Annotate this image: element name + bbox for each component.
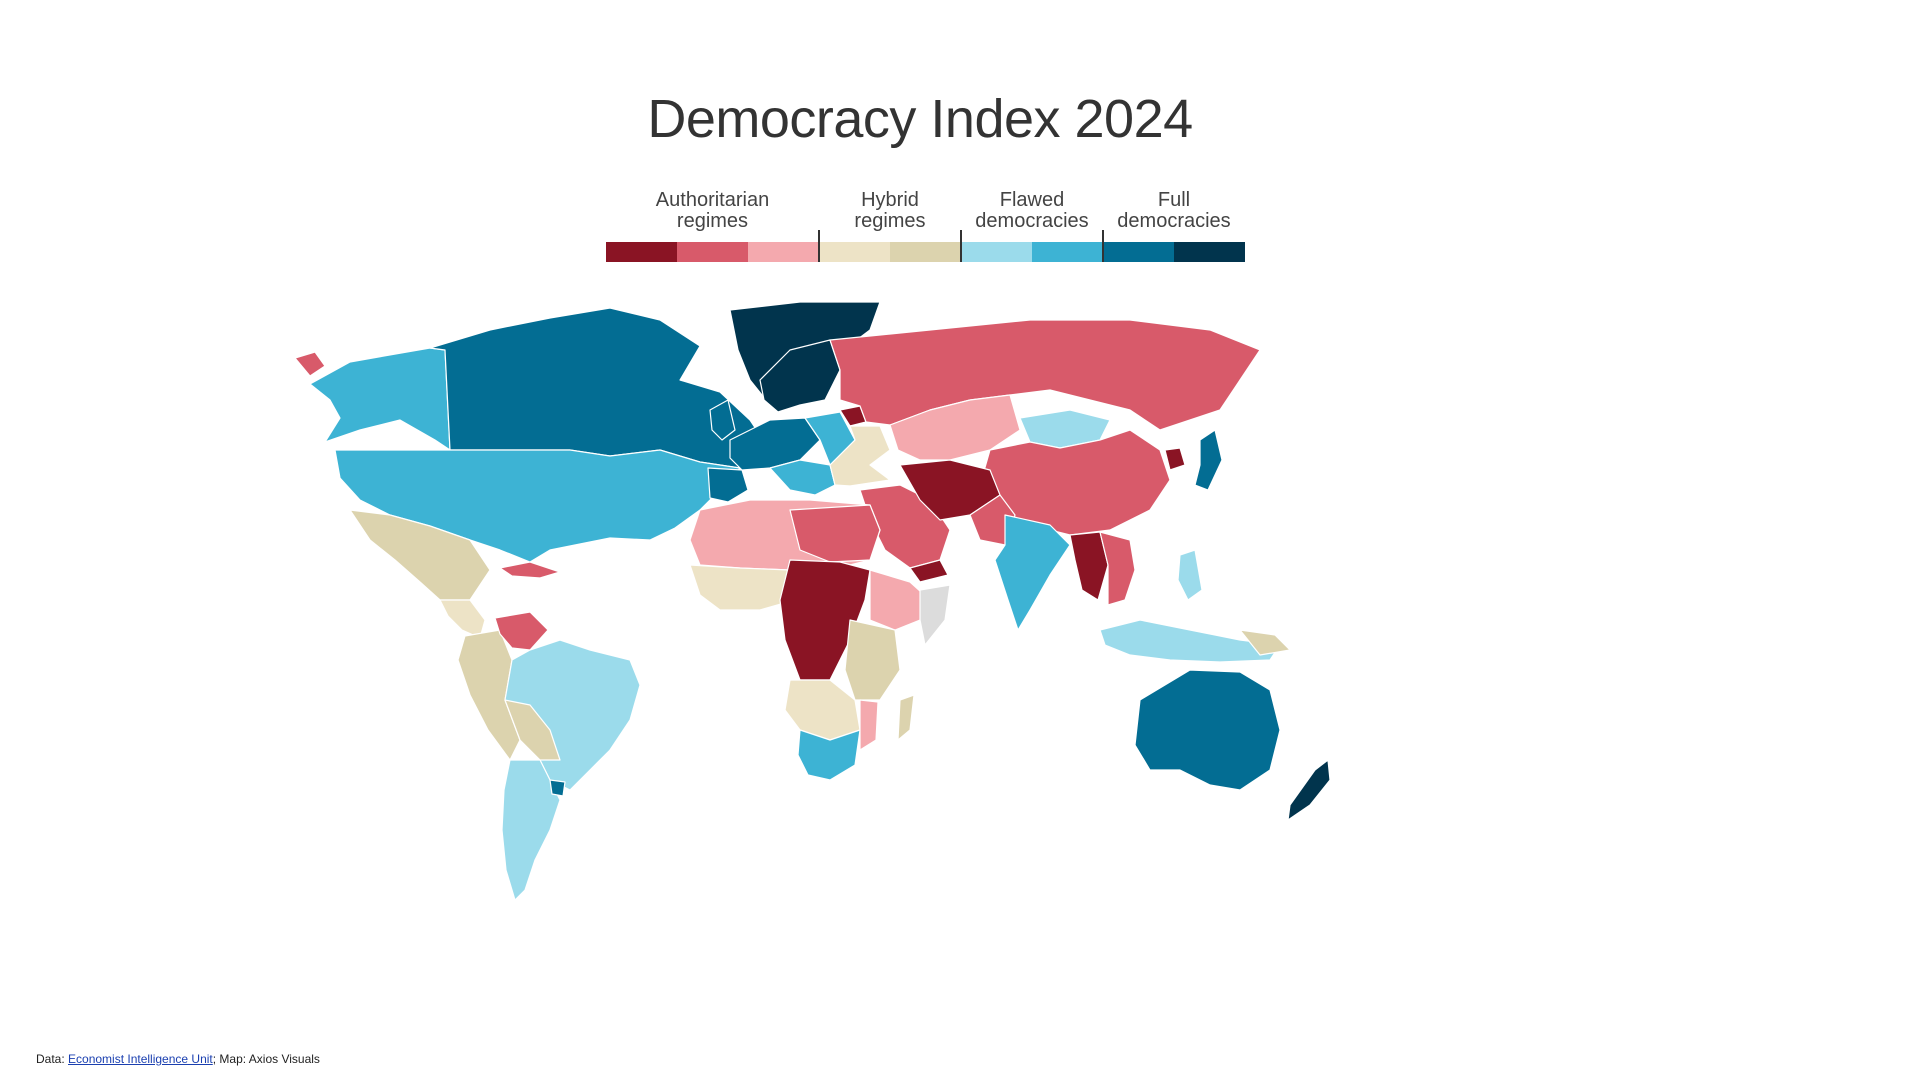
legend-group-full: Full democracies	[1103, 190, 1245, 262]
legend-swatch	[677, 242, 748, 262]
region-australia	[1134, 669, 1281, 791]
legend-group-authoritarian: Authoritarian regimes	[606, 190, 819, 262]
region-somalia	[919, 584, 951, 646]
map-title: Democracy Index 2024	[647, 89, 1193, 149]
region-png	[1239, 629, 1291, 656]
legend-group-flawed: Flawed democracies	[961, 190, 1103, 262]
region-india	[994, 514, 1071, 631]
region-nordics	[759, 339, 841, 413]
region-central-asia	[889, 394, 1021, 461]
region-russia	[829, 319, 1261, 431]
region-philippines	[1177, 549, 1203, 601]
legend-swatch	[1174, 242, 1245, 262]
region-north-korea	[1164, 447, 1186, 471]
region-new-zealand	[1287, 759, 1331, 821]
legend-label-full: Full democracies	[1117, 189, 1231, 232]
region-canada	[429, 307, 771, 469]
region-ukraine-turkey	[829, 425, 891, 487]
region-libya-egypt	[789, 504, 881, 563]
legend-swatch	[819, 242, 890, 262]
legend-swatch	[961, 242, 1032, 262]
region-east-africa	[844, 619, 901, 701]
legend-swatch	[606, 242, 677, 262]
map-legend: Authoritarian regimes Hybrid regimes Fla…	[606, 190, 1245, 262]
region-chukotka	[294, 351, 326, 377]
region-southern-africa	[784, 679, 861, 741]
legend-label-flawed: Flawed democracies	[975, 189, 1089, 232]
legend-swatch	[890, 242, 961, 262]
region-indochina	[1099, 531, 1136, 606]
source-link[interactable]: Economist Intelligence Unit	[68, 1052, 213, 1066]
legend-divider	[960, 230, 962, 262]
legend-divider	[1102, 230, 1104, 262]
region-andes	[457, 629, 521, 761]
legend-swatch	[1032, 242, 1103, 262]
world-map	[294, 301, 1331, 901]
region-central-africa	[779, 559, 871, 681]
legend-divider	[818, 230, 820, 262]
region-se-asia	[1099, 619, 1281, 663]
region-uk	[709, 399, 736, 441]
legend-swatch	[748, 242, 819, 262]
region-southern-cone	[501, 759, 561, 901]
legend-label-authoritarian: Authoritarian regimes	[655, 189, 770, 232]
region-west-africa	[689, 564, 796, 611]
region-mozambique	[859, 699, 879, 751]
region-madagascar	[897, 694, 915, 741]
region-bolivia	[504, 699, 561, 761]
region-alaska	[309, 347, 451, 451]
region-iberia	[707, 467, 749, 503]
region-south-africa	[797, 729, 861, 781]
legend-group-hybrid: Hybrid regimes	[819, 190, 961, 262]
region-japan	[1194, 429, 1223, 491]
legend-swatch	[1103, 242, 1174, 262]
region-central-america	[439, 599, 486, 639]
region-caribbean	[499, 561, 561, 579]
region-uruguay	[549, 779, 566, 797]
region-southern-europe	[769, 459, 836, 496]
source-credit: Data: Economist Intelligence Unit; Map: …	[36, 1052, 320, 1066]
legend-label-hybrid: Hybrid regimes	[854, 189, 926, 232]
region-yemen	[909, 559, 949, 583]
